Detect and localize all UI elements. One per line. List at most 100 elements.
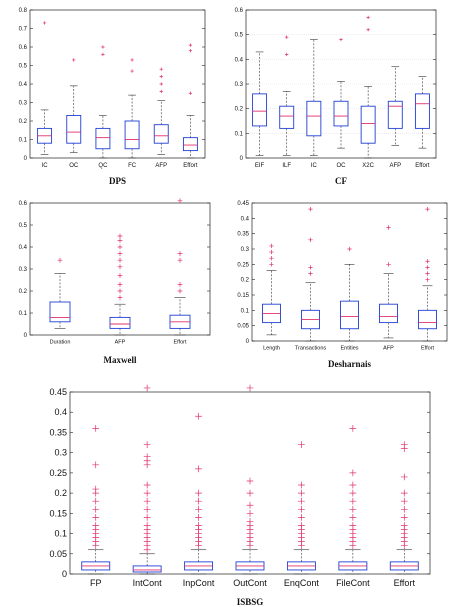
box-fp <box>81 425 111 575</box>
outlier-point <box>425 206 430 212</box>
y-tick-label: 0.4 <box>241 216 250 222</box>
box-ilf <box>279 35 295 156</box>
outlier-point <box>72 58 76 62</box>
x-tick-label: IntCont <box>133 578 163 588</box>
outlier-point <box>347 246 352 252</box>
outlier-point <box>143 481 151 489</box>
box-length <box>262 243 281 336</box>
outlier-point <box>366 28 370 32</box>
outlier-point <box>117 282 123 287</box>
y-tick-label: 0.4 <box>19 245 28 251</box>
iqr-box <box>306 100 322 137</box>
iqr-box <box>153 124 169 144</box>
outlier-point <box>143 453 151 461</box>
outlier-point <box>386 262 391 267</box>
y-tick-label: 0.1 <box>19 311 28 317</box>
y-tick-label: 0.45 <box>49 387 67 397</box>
x-tick-label: InpCont <box>183 578 215 588</box>
y-tick-label: 0.3 <box>19 101 28 107</box>
box-effort <box>414 76 430 149</box>
x-tick-label: AFP <box>383 346 394 352</box>
outlier-point <box>92 425 100 432</box>
outlier-point <box>246 518 254 525</box>
outlier-point <box>269 249 274 255</box>
x-tick-label: EnqCont <box>284 578 320 588</box>
outlier-point <box>298 441 305 448</box>
outlier-point <box>298 481 305 489</box>
outlier-point <box>117 251 123 256</box>
x-tick-label: IC <box>42 163 49 169</box>
outlier-point <box>188 43 193 47</box>
outlier-point <box>195 412 202 420</box>
outlier-point <box>308 271 313 276</box>
y-tick-label: 0.1 <box>241 308 250 314</box>
iqr-box <box>279 105 295 129</box>
x-tick-label: EIF <box>255 163 265 169</box>
y-tick-label: 0.3 <box>235 82 244 88</box>
outlier-point <box>92 485 100 493</box>
outlier-point <box>188 91 193 95</box>
box-afp <box>379 225 398 339</box>
iqr-box <box>95 127 111 150</box>
outlier-point <box>101 52 105 57</box>
outlier-point <box>425 265 430 270</box>
outlier-point <box>159 89 163 94</box>
y-tick-label: 0.4 <box>19 82 28 88</box>
box-effort <box>418 206 437 342</box>
outlier-point <box>159 67 163 71</box>
outlier-point <box>195 465 202 473</box>
y-tick-label: 0.6 <box>19 201 28 207</box>
x-tick-label: Effort <box>394 578 416 588</box>
box-afp <box>153 67 169 155</box>
x-tick-label: IC <box>311 163 318 169</box>
chart-title: DPS <box>109 176 126 186</box>
chart-title: Desharnais <box>328 359 372 369</box>
y-tick-label: 0.1 <box>19 138 28 144</box>
x-tick-label: Entities <box>340 346 358 352</box>
outlier-point <box>195 522 202 529</box>
y-tick-label: 0.3 <box>241 247 250 253</box>
outlier-point <box>177 282 183 287</box>
box-effort <box>182 43 198 159</box>
box-fc <box>124 58 140 159</box>
outlier-point <box>308 265 313 270</box>
x-tick-label: OutCont <box>233 578 267 588</box>
outlier-point <box>400 473 408 481</box>
outlier-point <box>298 522 305 529</box>
chart-desharnais: 0 0.05 0.1 0.15 0.2 0.25 0.3 0.35 0.4 0.45 Length T… <box>237 201 448 369</box>
y-tick-label: 0.05 <box>237 324 249 330</box>
y-tick-label: 0 <box>62 569 67 579</box>
outlier-point <box>246 501 254 509</box>
y-tick-label: 0.2 <box>54 488 67 498</box>
outlier-point <box>349 469 357 477</box>
outlier-point <box>42 21 47 25</box>
y-tick-label: 0.1 <box>235 131 244 137</box>
outlier-point <box>117 273 123 278</box>
outlier-point <box>308 237 313 242</box>
x-tick-label: FP <box>90 578 102 588</box>
outlier-point <box>298 505 305 513</box>
box-duration <box>49 257 71 329</box>
chart-dps: 0 0.1 0.2 0.3 0.4 0.5 0.6 0.7 0.8 IC OC QC FC AFP Effo… <box>19 8 206 186</box>
outlier-point <box>195 514 202 521</box>
outlier-point <box>143 441 151 448</box>
box-oc <box>333 37 349 149</box>
outlier-point <box>143 522 151 529</box>
y-tick-label: 0.6 <box>19 45 28 51</box>
outlier-point <box>130 58 134 62</box>
outlier-point <box>101 45 105 49</box>
y-tick-label: 0 <box>240 156 244 162</box>
outlier-point <box>400 489 408 497</box>
x-tick-label: Length <box>263 346 280 352</box>
outlier-point <box>269 243 274 249</box>
outlier-point <box>159 82 163 86</box>
iqr-box <box>418 309 437 330</box>
iqr-box <box>66 114 82 144</box>
x-tick-label: Duration <box>50 340 71 346</box>
outlier-point <box>349 481 357 489</box>
outlier-point <box>92 505 100 513</box>
outlier-point <box>143 384 151 392</box>
y-tick-label: 0.2 <box>235 107 244 113</box>
x-tick-label: QC <box>98 163 108 169</box>
